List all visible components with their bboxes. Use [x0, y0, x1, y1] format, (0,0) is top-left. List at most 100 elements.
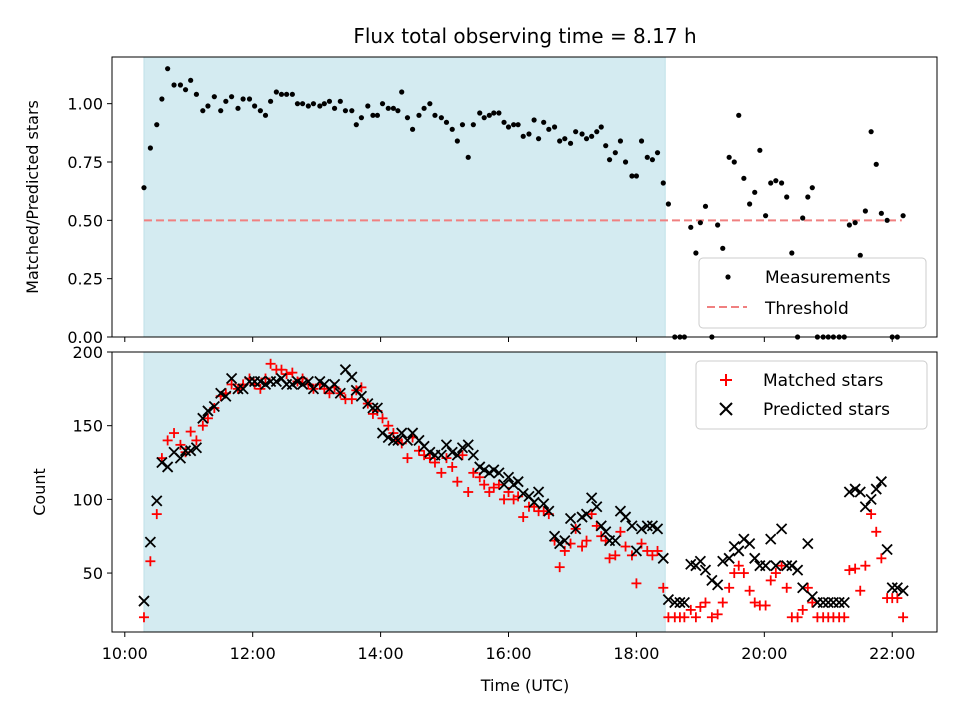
matched-star-point — [652, 545, 663, 556]
predicted-star-point — [286, 378, 298, 391]
bottom-panel: 50 100 150 200 10:00 12:00 14:00 16:00 18:00 20:… — [30, 343, 938, 695]
predicted-star-point — [232, 383, 244, 395]
matched-star-point — [733, 560, 744, 571]
top-y-axis-label: Matched/Predicted stars — [23, 100, 42, 294]
matched-star-point — [844, 565, 855, 576]
measurement-point — [454, 138, 460, 144]
measurement-point — [535, 136, 542, 142]
measurement-point — [390, 105, 396, 111]
predicted-star-point — [396, 427, 408, 439]
measurement-point — [594, 129, 600, 135]
measurement-point — [773, 178, 779, 184]
matched-star-point — [581, 535, 592, 546]
observing-window-band — [143, 351, 666, 633]
measurement-point — [649, 157, 656, 163]
predicted-star-point — [367, 402, 379, 414]
measurement-point — [409, 126, 416, 132]
matched-star-point — [647, 550, 658, 561]
matched-star-point — [162, 435, 173, 446]
matched-star-point — [749, 597, 760, 608]
predicted-star-point — [570, 523, 582, 535]
measurement-point — [697, 220, 703, 226]
top-x-ticks — [124, 337, 893, 342]
predicted-star-point — [865, 493, 877, 506]
predicted-star-point — [669, 596, 681, 609]
predicted-star-point — [382, 431, 394, 444]
measurement-point — [612, 150, 618, 156]
predicted-star-point — [662, 593, 675, 606]
matched-star-point — [898, 612, 909, 623]
matched-star-point — [436, 467, 447, 478]
predicted-star-point — [190, 442, 203, 454]
matched-star-point — [610, 550, 621, 561]
predicted-star-point — [817, 596, 829, 609]
measurement-point — [526, 131, 532, 137]
measurement-point — [486, 112, 492, 118]
top-y-ticks: 0.00 0.25 0.50 0.75 1.00 — [67, 95, 112, 347]
x-tick-label: 22:00 — [869, 644, 915, 663]
measurement-point — [741, 175, 747, 181]
measurement-point — [598, 124, 604, 130]
measurement-point — [342, 108, 349, 114]
measurement-point — [752, 189, 758, 195]
top-axes-frame — [111, 56, 938, 338]
predicted-star-point — [738, 533, 750, 545]
matched-star-point — [860, 560, 871, 571]
measurement-point — [809, 185, 815, 191]
measurement-point — [789, 250, 795, 256]
matched-star-point — [202, 413, 213, 424]
predicted-star-point — [502, 471, 515, 483]
predicted-star-point — [144, 536, 157, 548]
predicted-star-point — [591, 501, 603, 513]
observing-window-band — [143, 56, 666, 338]
predicted-star-point — [548, 530, 561, 542]
matched-star-point — [724, 582, 735, 593]
measurement-point — [211, 94, 217, 100]
matched-star-point — [538, 506, 549, 517]
predicted-star-point — [635, 523, 648, 535]
measurement-point — [246, 96, 253, 102]
predicted-star-point — [446, 446, 458, 458]
measurement-point — [188, 77, 194, 83]
matched-star-point — [226, 379, 237, 390]
measurement-point — [154, 122, 160, 128]
matched-star-point — [729, 568, 740, 579]
top-legend-box — [698, 257, 927, 329]
predicted-star-point — [401, 434, 414, 447]
predicted-star-point — [765, 533, 777, 545]
predicted-star-point — [833, 596, 845, 609]
measurement-point — [337, 98, 343, 104]
matched-star-point — [679, 612, 690, 623]
predicted-star-point — [328, 378, 341, 391]
measurement-point — [736, 112, 742, 118]
bottom-axes-frame — [111, 351, 938, 633]
predicted-star-point — [467, 449, 479, 461]
predicted-star-point — [694, 555, 707, 567]
top-y-tick-label: 0.50 — [67, 211, 103, 230]
predicted-star-point — [781, 560, 793, 572]
measurement-point — [583, 136, 590, 142]
predicted-star-point — [346, 371, 358, 383]
measurement-point — [262, 112, 269, 118]
x-tick-label: 12:00 — [230, 644, 276, 663]
matched-star-point — [620, 541, 631, 552]
measurement-point — [763, 213, 769, 219]
measurement-point — [693, 250, 699, 256]
matched-star-point — [457, 450, 468, 461]
measurement-point — [268, 98, 274, 104]
predicted-star-point — [197, 412, 209, 424]
matched-star-point — [463, 487, 474, 497]
x-tick-label: 14:00 — [358, 644, 404, 663]
predicted-star-point — [334, 387, 346, 399]
measurement-point — [644, 154, 650, 160]
matched-star-point — [484, 487, 495, 497]
measurement-point — [305, 103, 311, 109]
predicted-star-point — [270, 375, 282, 388]
measurement-point — [768, 180, 774, 186]
predicted-star-point — [185, 445, 197, 457]
matched-star-point — [287, 367, 298, 378]
matched-star-point — [690, 612, 701, 623]
measurement-points — [141, 66, 906, 340]
matched-star-point — [197, 420, 208, 431]
measurement-point — [159, 96, 165, 102]
